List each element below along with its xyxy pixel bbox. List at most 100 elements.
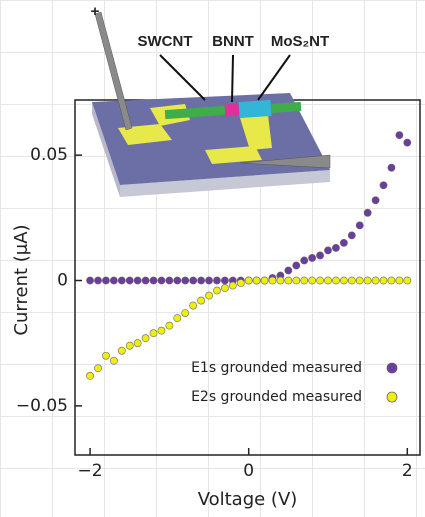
point bbox=[205, 276, 213, 285]
point bbox=[173, 276, 182, 285]
x-axis-label: Voltage (V) bbox=[198, 489, 298, 510]
point bbox=[125, 276, 134, 285]
legend-marker bbox=[386, 362, 398, 374]
point bbox=[165, 321, 174, 330]
point bbox=[197, 296, 206, 305]
point bbox=[213, 286, 221, 295]
point bbox=[133, 339, 142, 348]
point bbox=[379, 181, 388, 190]
arrow bbox=[257, 54, 291, 101]
point bbox=[244, 276, 253, 285]
point bbox=[292, 276, 301, 285]
point bbox=[363, 208, 372, 217]
point bbox=[268, 276, 277, 285]
point bbox=[181, 276, 190, 285]
point bbox=[141, 334, 150, 343]
point bbox=[324, 246, 332, 255]
point bbox=[300, 256, 309, 265]
point bbox=[276, 276, 285, 285]
point bbox=[379, 276, 388, 285]
point bbox=[339, 276, 348, 285]
annotation: BNNT bbox=[212, 33, 254, 50]
y-tick-label: 0.05 bbox=[30, 145, 68, 165]
point bbox=[347, 231, 356, 240]
point bbox=[403, 276, 412, 285]
point bbox=[308, 254, 317, 262]
legend-label: E1s grounded measured bbox=[191, 360, 362, 376]
annotation: SWCNT bbox=[138, 33, 193, 50]
point bbox=[236, 279, 245, 287]
point bbox=[109, 356, 118, 365]
point bbox=[403, 138, 412, 147]
point bbox=[220, 284, 229, 292]
swcnt bbox=[270, 101, 302, 113]
point bbox=[205, 291, 213, 300]
point bbox=[347, 276, 356, 285]
x-tick-label: −2 bbox=[78, 461, 103, 481]
bnnt bbox=[224, 103, 240, 117]
y-tick-label: −0.05 bbox=[16, 396, 68, 416]
x-tick-label: 2 bbox=[402, 461, 413, 481]
legend-marker bbox=[386, 391, 398, 403]
point bbox=[395, 276, 404, 285]
point bbox=[371, 276, 380, 285]
point bbox=[189, 276, 198, 285]
point bbox=[228, 281, 237, 290]
point bbox=[355, 221, 364, 230]
point bbox=[395, 131, 404, 139]
point bbox=[157, 276, 166, 285]
point bbox=[308, 276, 317, 285]
point bbox=[94, 276, 102, 285]
point bbox=[260, 276, 269, 285]
point bbox=[102, 276, 110, 285]
point bbox=[94, 364, 102, 373]
annotation: + bbox=[91, 3, 100, 20]
point bbox=[316, 251, 324, 260]
point bbox=[284, 266, 293, 275]
arrow bbox=[231, 54, 234, 103]
point bbox=[332, 276, 340, 285]
point bbox=[300, 276, 309, 285]
point bbox=[102, 351, 110, 360]
y-axis-label: Current (μA) bbox=[11, 224, 32, 335]
point bbox=[324, 276, 332, 285]
point bbox=[332, 244, 340, 252]
mos2nt bbox=[238, 99, 272, 119]
slab-front bbox=[120, 170, 330, 197]
point bbox=[339, 239, 348, 247]
electrode bbox=[240, 115, 272, 150]
point bbox=[355, 276, 364, 285]
point bbox=[197, 276, 206, 285]
point bbox=[86, 276, 94, 285]
point bbox=[149, 329, 158, 338]
point bbox=[189, 301, 198, 310]
point bbox=[117, 276, 126, 285]
swcnt bbox=[164, 105, 226, 120]
probe bbox=[239, 154, 331, 169]
point bbox=[252, 276, 261, 285]
point bbox=[284, 276, 293, 285]
point bbox=[363, 276, 372, 285]
legend-label: E2s grounded measured bbox=[191, 389, 362, 405]
point bbox=[371, 196, 380, 205]
slab-side bbox=[92, 102, 120, 197]
point bbox=[165, 276, 174, 285]
point bbox=[117, 346, 126, 355]
y-tick-label: 0 bbox=[57, 271, 68, 291]
point bbox=[86, 371, 94, 380]
point bbox=[387, 163, 396, 172]
point bbox=[173, 314, 182, 323]
point bbox=[387, 276, 396, 285]
inset-illustration: SWCNT BNNT MoS₂NT + bbox=[91, 3, 331, 197]
plot-area: −2 0 2 −0.05 0 0.05 Voltage (V) Current (μA) E1s… bbox=[11, 99, 421, 510]
electrode bbox=[118, 124, 172, 145]
point bbox=[181, 309, 190, 318]
electrode bbox=[205, 146, 262, 164]
point bbox=[292, 261, 301, 270]
point bbox=[109, 276, 118, 285]
point bbox=[213, 276, 221, 285]
point bbox=[316, 276, 324, 285]
point bbox=[125, 341, 134, 350]
